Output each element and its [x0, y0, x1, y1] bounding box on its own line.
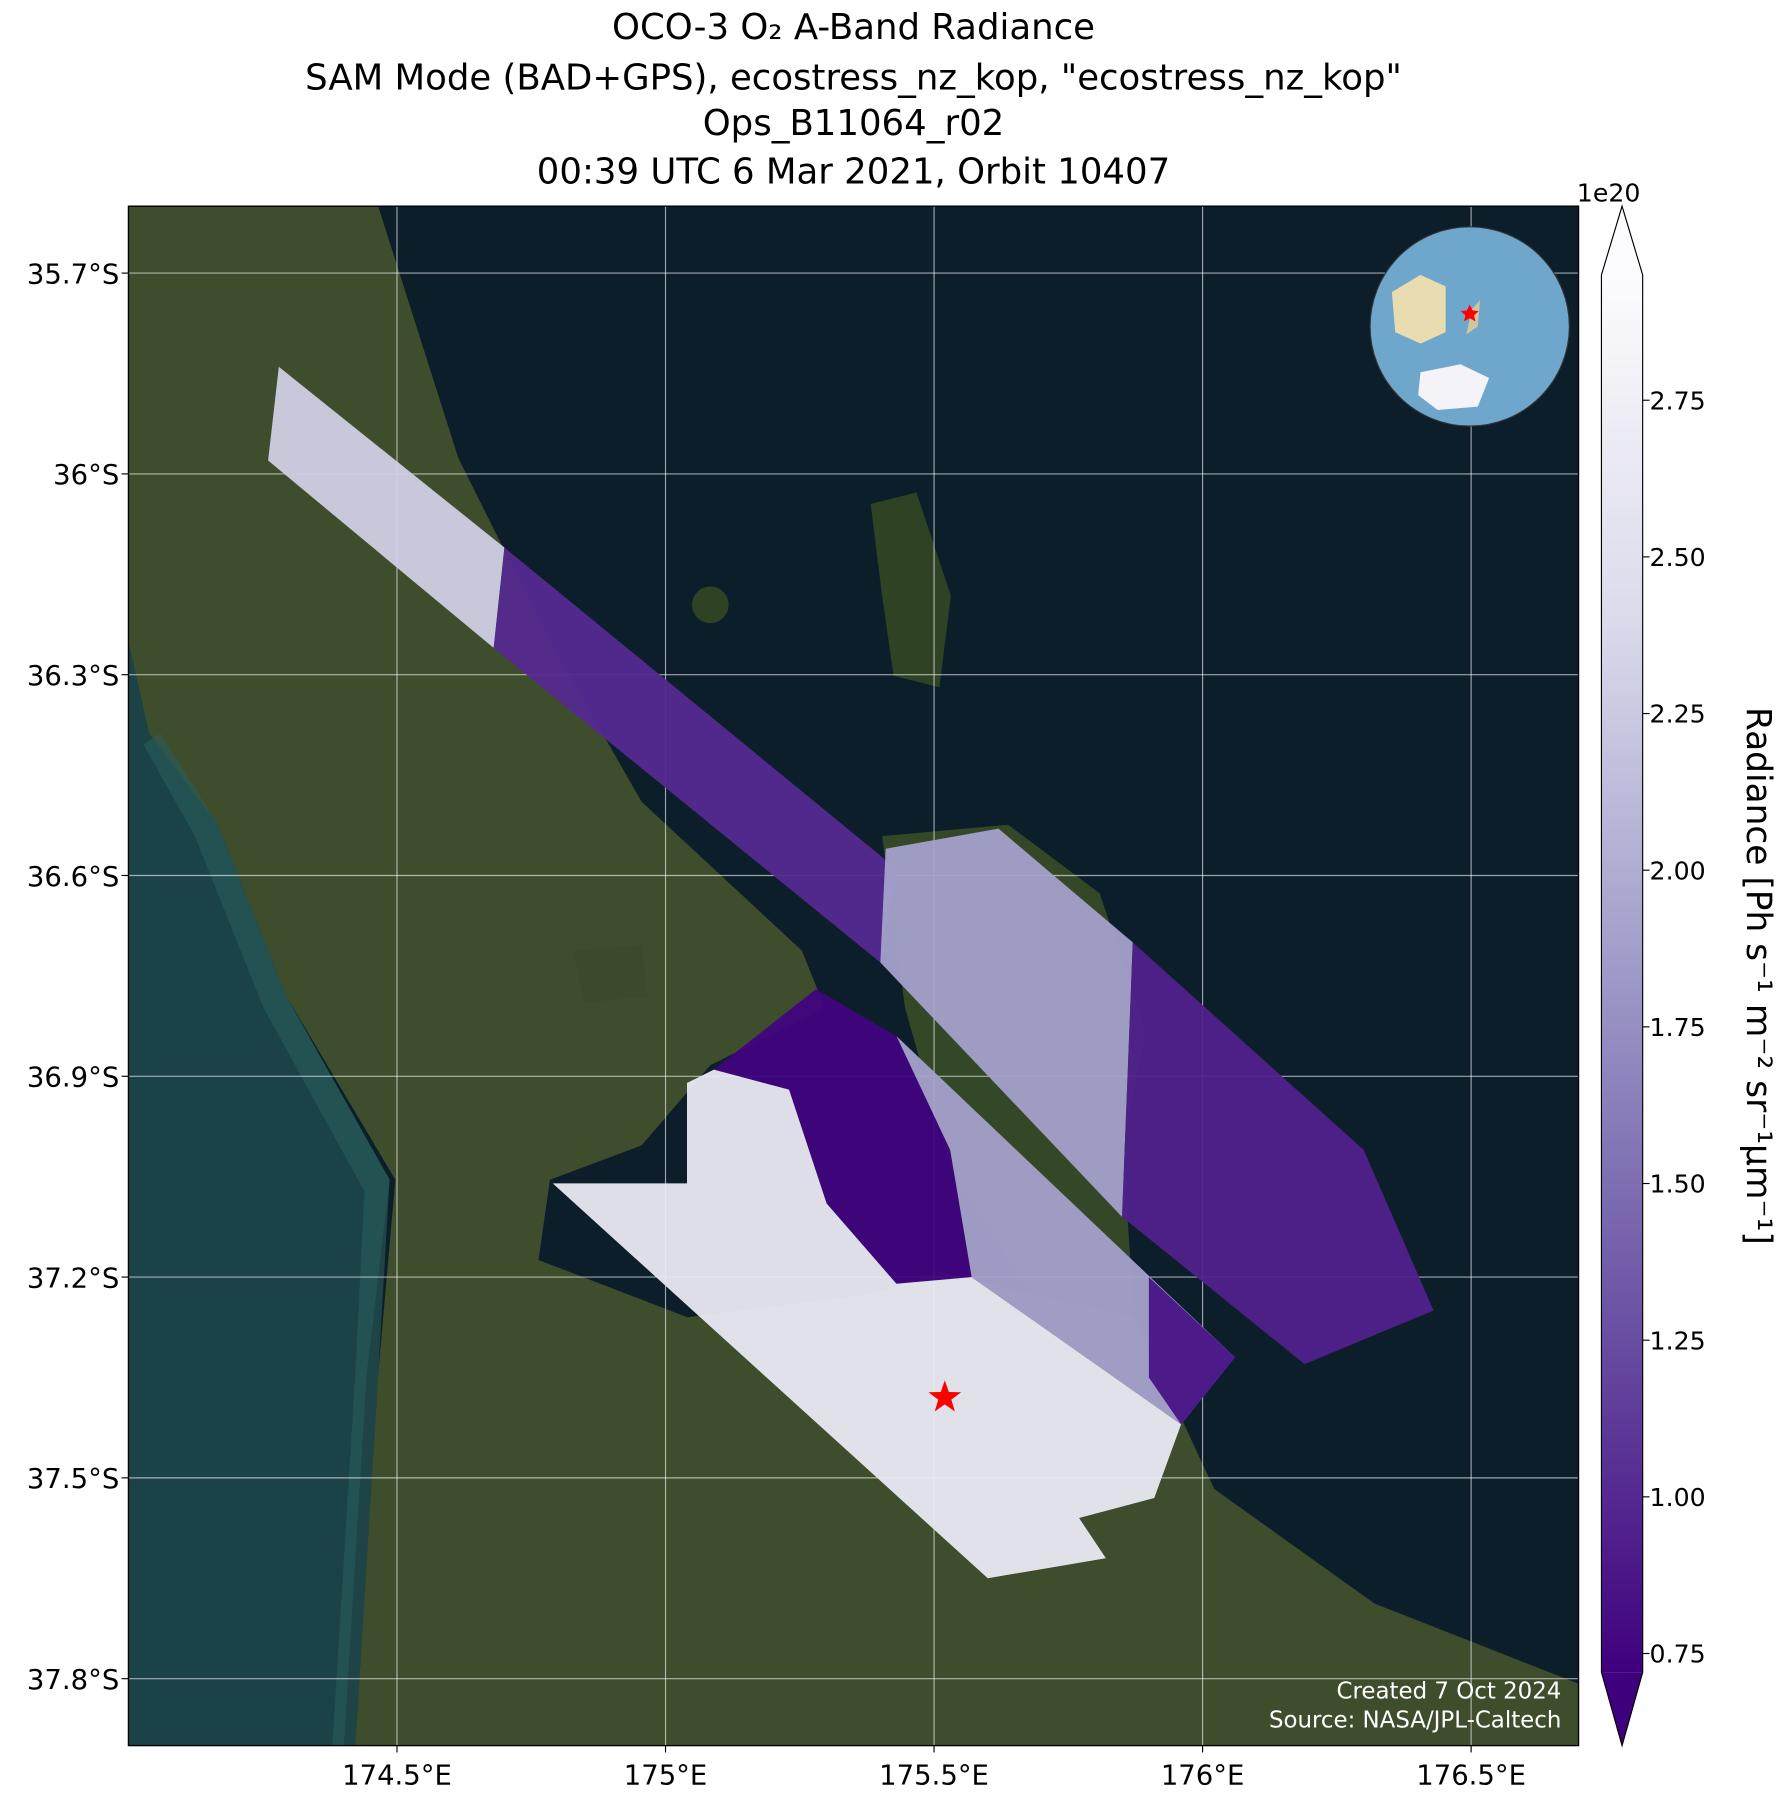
- map-frame: [127, 205, 1580, 1747]
- y-tick-label: 36.6°S: [27, 861, 119, 893]
- y-tick-label: 35.7°S: [27, 258, 119, 290]
- colorbar-tick-label: 0.75: [1650, 1640, 1706, 1669]
- colorbar-tick-label: 2.00: [1650, 856, 1706, 885]
- x-tick-label: 175°E: [624, 1760, 708, 1792]
- colorbar-label: Radiance [Ph s⁻¹ m⁻² sr⁻¹μm⁻¹]: [1738, 707, 1778, 1245]
- colorbar-offset: 1e20: [1577, 179, 1641, 208]
- colorbar-tick-label: 1.75: [1650, 1013, 1706, 1042]
- swath: [1122, 942, 1434, 1365]
- swath: [268, 366, 505, 648]
- swath: [880, 828, 1133, 1217]
- colorbar: 0.75 1.00 1.25 1.50 1.75 2.00 2.25 2.50 2.75: [1600, 204, 1706, 1748]
- x-tick-label: 174.5°E: [342, 1760, 452, 1792]
- colorbar-outline: [1600, 204, 1644, 1748]
- footer-line: Created 7 Oct 2024: [1337, 1679, 1562, 1705]
- colorbar-extend-top: [1601, 206, 1643, 275]
- globe-inset: [1369, 226, 1570, 427]
- y-tick-label: 37.8°S: [27, 1664, 119, 1696]
- colorbar-tick-label: 2.25: [1650, 700, 1706, 729]
- y-tick-label: 36°S: [53, 459, 119, 491]
- swath: [713, 989, 972, 1284]
- title-line: OCO-3 O₂ A-Band Radiance: [612, 7, 1095, 48]
- swaths: [268, 366, 1434, 1579]
- colorbar-fill: [1601, 274, 1643, 1673]
- y-tick-label: 37.5°S: [27, 1463, 119, 1495]
- title-line: 00:39 UTC 6 Mar 2021, Orbit 10407: [537, 151, 1170, 192]
- y-tick-label: 37.2°S: [27, 1262, 119, 1294]
- colorbar-tick-label: 1.00: [1650, 1483, 1706, 1512]
- title-line: Ops_B11064_r02: [703, 103, 1005, 144]
- target-star: [928, 1380, 962, 1412]
- x-tick-label: 176°E: [1161, 1760, 1245, 1792]
- x-tick-label: 175.5°E: [879, 1760, 989, 1792]
- footer-line: Source: NASA/JPL-Caltech: [1269, 1707, 1561, 1733]
- title-line: SAM Mode (BAD+GPS), ecostress_nz_kop, "e…: [305, 57, 1402, 98]
- x-tick-label: 176.5°E: [1416, 1760, 1526, 1792]
- colorbar-tick-label: 2.75: [1650, 386, 1706, 415]
- colorbar-tick-label: 2.50: [1650, 543, 1706, 572]
- y-tick-label: 36.9°S: [27, 1062, 119, 1094]
- swath: [1148, 1277, 1235, 1425]
- colorbar-tick-label: 1.50: [1650, 1170, 1706, 1199]
- colorbar-extend-bottom: [1601, 1672, 1643, 1746]
- y-tick-label: 36.3°S: [27, 660, 119, 692]
- swath: [493, 547, 897, 963]
- colorbar-tick-label: 1.25: [1650, 1326, 1706, 1355]
- swath: [552, 1069, 1182, 1579]
